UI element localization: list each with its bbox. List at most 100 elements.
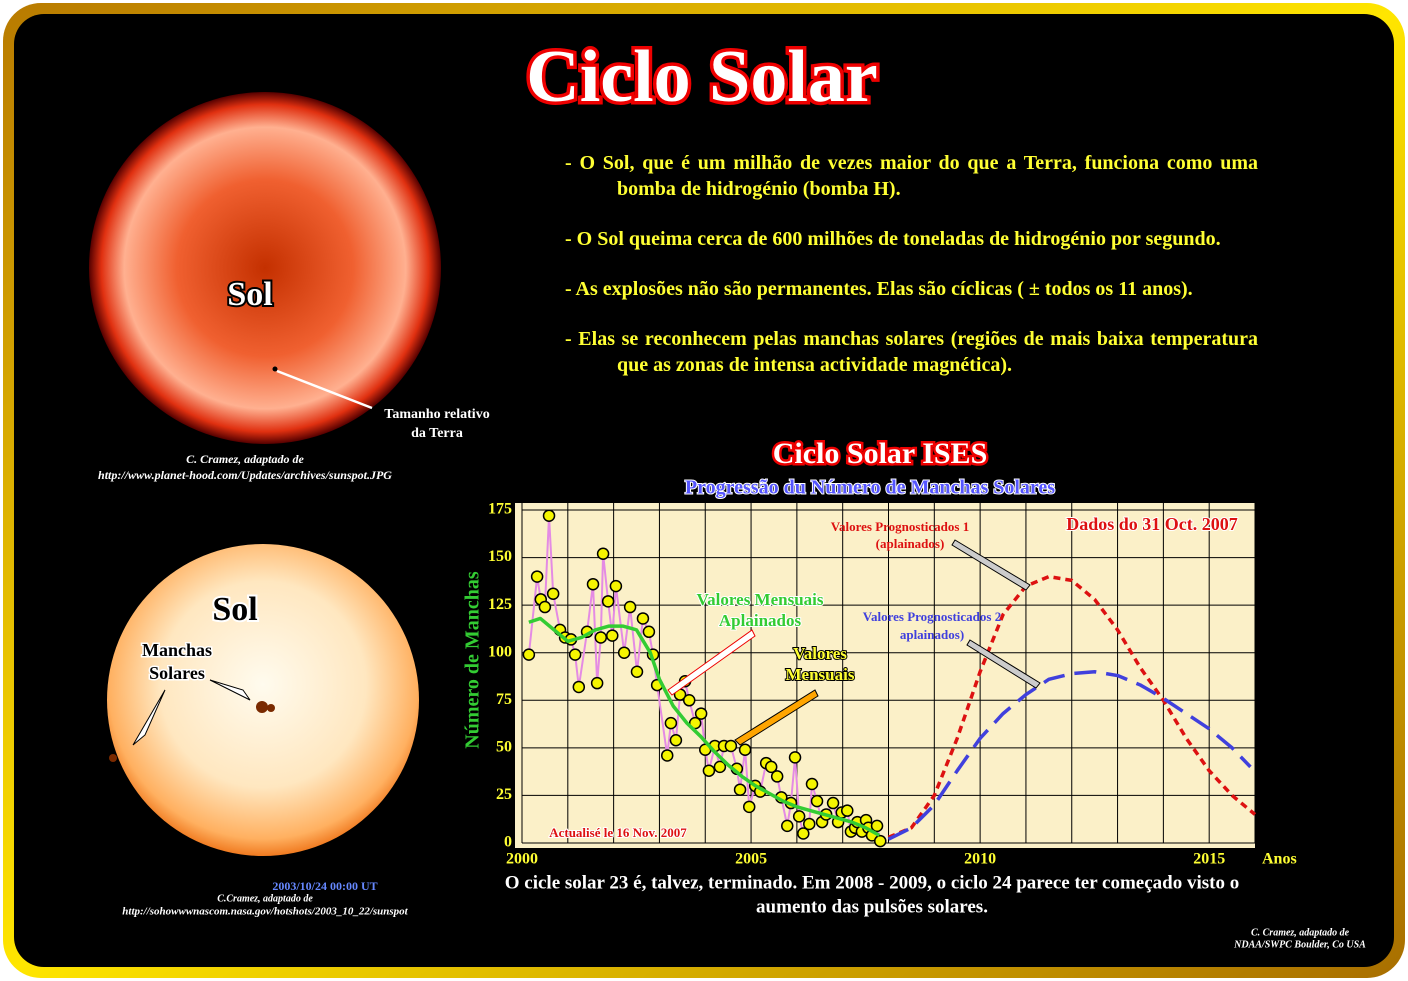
data-point [694,707,708,720]
annotation: Actualisé le 16 Nov. 2007 [549,825,687,840]
data-point [609,579,623,593]
data-point [590,676,604,690]
annotation: Valores Prognosticados 1 [831,519,969,534]
data-point [568,648,582,661]
image-annotation: da Terra [411,426,463,441]
bullet: - As explosões não são permanentes. Elas… [565,278,1193,300]
plot: 0 25 50 75 100 125 150 175 2000 2005 2010 2015 [487,500,1257,869]
data-point [623,600,637,614]
image-credit: C. Cramez, adaptado de [186,452,304,466]
annotation: Mensuais [786,665,855,684]
y-tick-label: 50 [496,739,512,756]
image-annotation: Tamanho relativo [384,407,489,422]
y-tick-label: 150 [488,548,512,565]
data-point [630,665,644,678]
bullet: - O Sol, que é um milhão de vezes maior … [565,152,1258,200]
pointer [667,629,756,696]
data-point [642,625,656,639]
chart-title: Ciclo Solar ISES [773,437,988,470]
data-point [594,631,608,644]
data-point [841,804,854,817]
x-tick-label: 2000 [506,851,538,868]
data-point [601,595,615,608]
x-tick-label: 2005 [735,851,767,868]
image-label: Sol [212,591,257,628]
pointer [276,369,373,410]
y-tick-label: 0 [504,834,512,851]
sun-image [107,544,419,856]
image-annotation: Solares [149,663,205,683]
x-tick-label: 2015 [1193,851,1225,868]
data-point [770,770,784,783]
data-point [805,777,819,791]
data-point [664,716,678,730]
series-line [887,574,1257,839]
image-credit: http://www.planet-hood.com/Updates/archi… [98,468,392,482]
data-point [874,834,887,848]
data-point [546,587,560,600]
y-tick-label: 175 [488,501,512,518]
sunspot [267,704,275,712]
series-line [887,669,1252,841]
data-point [530,570,544,583]
image-annotation: Manchas [142,640,212,660]
pointer [734,689,819,746]
data-point [733,783,747,796]
data-point [669,733,683,747]
data-point [738,743,752,757]
annotation: Dados do 31 Oct. 2007 [1066,514,1238,534]
data-point [797,827,810,840]
annotation: Valores [793,644,847,663]
data-point [713,760,727,774]
sun-image [89,92,441,444]
data-point [682,694,696,707]
data-point [522,648,536,661]
y-tick-label: 125 [488,596,512,613]
data-point [636,612,650,625]
data-point [724,739,738,753]
data-point [802,817,816,831]
data-point [764,760,778,774]
data-point [542,509,556,522]
data-point [792,810,806,823]
earth-dot [272,366,278,372]
data-point [742,800,756,814]
y-axis-label: Número de Manchas [462,571,484,749]
y-tick-label: 75 [496,691,512,708]
annotation: aplainados) [900,627,964,642]
data-point [688,716,702,730]
pointer [966,639,1041,689]
data-point [572,680,586,694]
annotation: Aplainados [719,611,802,630]
bullet: - O Sol queima cerca de 600 milhões de t… [565,228,1221,250]
chart-subtitle: Progressão du Número de Manchas Solares [685,477,1055,499]
sunspot [256,701,268,713]
plot-area [515,503,1255,848]
data-point [538,600,552,614]
data-point [870,819,884,833]
caption: O cicle solar 23 é, talvez, terminado. E… [505,872,1240,893]
data-point [606,629,619,642]
data-point [660,749,674,762]
data-point [702,764,716,777]
y-tick-label: 25 [496,786,512,803]
credit: C. Cramez, adaptado de [1251,927,1350,938]
data-point [596,547,610,561]
pointer [209,679,251,701]
credit: NDAA/SWPC Boulder, Co USA [1233,939,1366,950]
pointer [951,539,1031,591]
data-point [617,646,631,659]
annotation: Valores Mensuais [696,590,823,609]
caption: aumento das pulsões solares. [756,896,988,917]
data-point [788,751,802,764]
page-title: Ciclo Solar [526,36,877,118]
image-date: 2003/10/24 00:00 UT [272,879,377,893]
bullet-list: - O Sol, que é um milhão de vezes maior … [565,150,1258,402]
pointer [132,689,166,746]
annotation: (aplainados) [876,536,945,551]
data-point [826,796,840,810]
image-label: Sol [227,276,272,313]
annotation: Valores Prognosticados 2 [863,609,1001,624]
